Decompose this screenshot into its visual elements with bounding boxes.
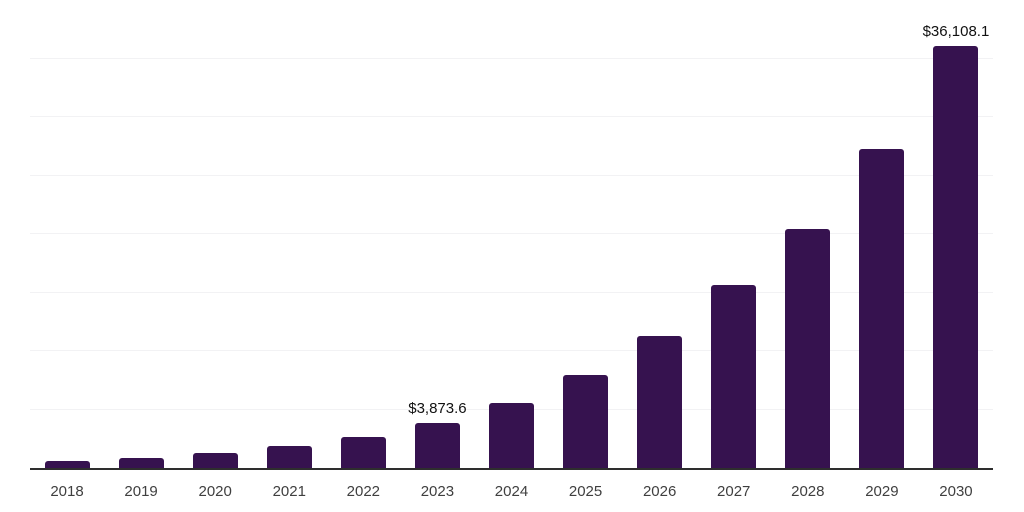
plot-area: $3,873.6 $36,108.1 xyxy=(30,0,993,470)
bar-2028 xyxy=(785,228,831,468)
x-tick-label-2021: 2021 xyxy=(272,483,306,500)
gridline xyxy=(30,291,993,293)
bar-2020 xyxy=(192,453,238,468)
x-tick-label-2020: 2020 xyxy=(198,483,232,500)
bar-2018 xyxy=(44,460,90,468)
x-tick-label-2028: 2028 xyxy=(791,483,825,500)
value-label-2030: $36,108.1 xyxy=(922,22,990,40)
bar-2029 xyxy=(859,148,905,468)
gridline xyxy=(30,174,993,176)
value-label-2023: $3,873.6 xyxy=(408,399,467,417)
bar-2027 xyxy=(711,284,757,468)
bar-2021 xyxy=(266,446,312,468)
bar-2030 xyxy=(933,45,979,468)
gridline xyxy=(30,350,993,351)
x-tick-label-2018: 2018 xyxy=(50,483,84,500)
bar-2026 xyxy=(637,336,683,468)
x-tick-label-2025: 2025 xyxy=(568,483,603,500)
x-axis-line xyxy=(30,468,993,470)
bar-2023 xyxy=(414,422,460,468)
x-tick-label-2023: 2023 xyxy=(420,483,455,500)
x-axis: 2018 2019 2020 2021 2022 2023 2024 2025 2026 2027… xyxy=(30,483,993,505)
bar-2025 xyxy=(563,374,609,468)
gridline xyxy=(30,57,993,59)
x-tick-label-2019: 2019 xyxy=(124,483,158,500)
gridline xyxy=(30,233,993,234)
gridline xyxy=(30,116,993,117)
x-tick-label-2029: 2029 xyxy=(865,483,899,500)
x-tick-label-2022: 2022 xyxy=(346,483,381,500)
bar-2022 xyxy=(340,436,386,468)
x-tick-label-2027: 2027 xyxy=(717,483,751,500)
x-tick-label-2030: 2030 xyxy=(939,483,973,500)
bar-2024 xyxy=(489,403,534,468)
x-tick-label-2024: 2024 xyxy=(494,483,529,500)
bar-2019 xyxy=(118,457,164,468)
x-tick-label-2026: 2026 xyxy=(642,483,677,500)
